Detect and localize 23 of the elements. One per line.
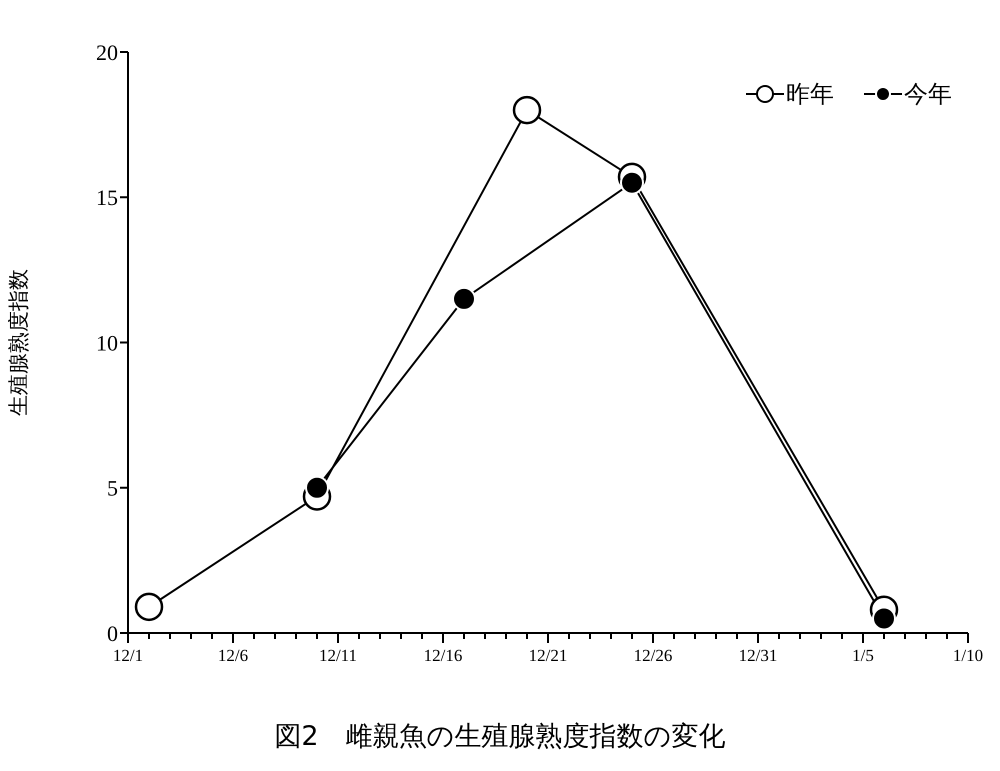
x-tick-label: 12/6 (218, 646, 248, 665)
text: 図2 雌親魚の生殖腺熟度指数の変化 (273, 720, 727, 754)
y-axis-title: 生殖腺熟度指数 (6, 269, 30, 416)
x-tick-label: 12/31 (738, 646, 778, 665)
y-tick-label: 20 (96, 40, 118, 65)
x-tick-label: 1/5 (852, 646, 874, 665)
x-tick-label: 1/10 (952, 646, 984, 665)
x-tick-label: 12/16 (424, 646, 462, 665)
y-tick-label: 15 (96, 185, 118, 210)
legend-label: 昨年 (786, 79, 834, 110)
x-tick-label: 12/26 (634, 646, 672, 665)
y-tick-label: 5 (107, 476, 118, 501)
x-tick-label: 12/11 (318, 646, 358, 665)
point (452, 286, 476, 311)
x-tick-label: 12/21 (528, 646, 568, 665)
x-tick-label: 12/1 (112, 646, 144, 665)
legend-label: 今年 (904, 79, 952, 110)
point (134, 592, 164, 622)
point (305, 476, 329, 500)
point (512, 96, 542, 124)
point (620, 170, 644, 195)
y-tick-label: 10 (96, 330, 118, 356)
y-tick-label: 0 (107, 620, 118, 646)
